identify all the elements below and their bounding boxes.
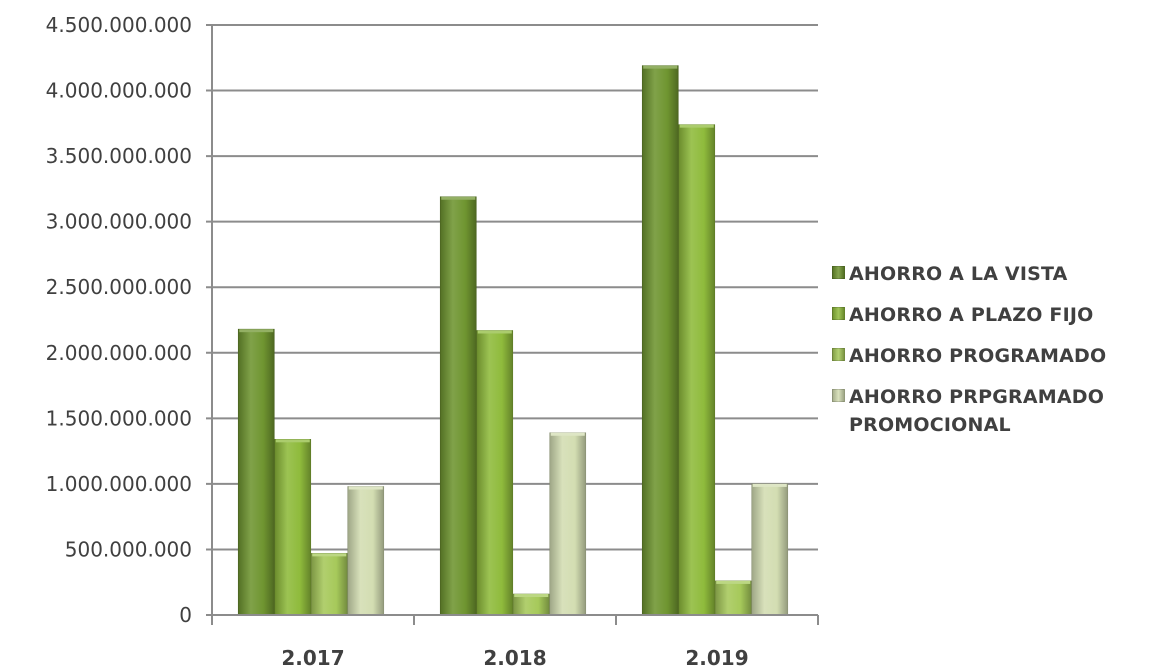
x-tick-label: 2.018 [483, 646, 546, 668]
y-tick-label: 3.500.000.000 [46, 144, 192, 168]
bar-top-highlight [312, 553, 347, 557]
y-tick-label: 2.500.000.000 [46, 275, 192, 299]
bar [310, 553, 348, 616]
legend: AHORRO A LA VISTA AHORRO A PLAZO FIJO AHOR… [832, 260, 1162, 452]
legend-swatch [832, 266, 845, 279]
y-tick-label: 2.000.000.000 [46, 341, 192, 365]
y-tick-label: 4.000.000.000 [46, 79, 192, 103]
bar [678, 124, 716, 616]
axes [211, 25, 819, 625]
bar-top-highlight [275, 439, 310, 443]
y-tick-label: 3.000.000.000 [46, 210, 192, 234]
bar-top-highlight [239, 329, 274, 333]
x-tick-label: 2.019 [685, 646, 748, 668]
bar-top-highlight [514, 594, 549, 598]
y-tick-label: 1.000.000.000 [46, 472, 192, 496]
bar-top-highlight [679, 124, 714, 128]
legend-swatch [832, 389, 845, 402]
legend-swatch [832, 307, 845, 320]
y-tick-label: 4.500.000.000 [46, 13, 192, 37]
bar-top-highlight [643, 65, 678, 69]
bar [512, 593, 550, 616]
bar [347, 486, 385, 616]
bar [641, 65, 679, 616]
legend-item: AHORRO PRPGRAMADO PROMOCIONAL [832, 383, 1162, 439]
legend-item: AHORRO PROGRAMADO [832, 342, 1162, 370]
bar [549, 432, 587, 616]
legend-label: AHORRO A LA VISTA [849, 263, 1068, 285]
legend-label: AHORRO A PLAZO FIJO [849, 304, 1094, 326]
bars [237, 65, 789, 616]
bar-top-highlight [477, 330, 512, 334]
x-axis-ticks: 2.017 2.018 2.019 [281, 646, 748, 668]
y-tick-label: 0 [179, 603, 192, 627]
bar [714, 580, 752, 616]
legend-item: AHORRO A PLAZO FIJO [832, 301, 1162, 329]
y-tick-label: 500.000.000 [65, 537, 192, 561]
y-tick-label: 1.500.000.000 [46, 406, 192, 430]
bar [476, 330, 514, 616]
bar [751, 483, 789, 616]
y-axis-ticks: 0 500.000.000 1.000.000.000 1.500.000.000 2.… [46, 13, 192, 627]
bar-top-highlight [348, 486, 383, 490]
legend-swatch [832, 348, 845, 361]
bar-top-highlight [752, 483, 787, 487]
bar-top-highlight [441, 196, 476, 200]
bar [439, 196, 477, 616]
legend-label: AHORRO PROGRAMADO [849, 345, 1107, 367]
legend-item: AHORRO A LA VISTA [832, 260, 1162, 288]
bar-top-highlight [716, 580, 751, 584]
legend-label: AHORRO PRPGRAMADO PROMOCIONAL [849, 386, 1105, 436]
bar-top-highlight [550, 432, 585, 436]
bar [237, 328, 275, 616]
bar [274, 439, 312, 616]
x-tick-label: 2.017 [281, 646, 344, 668]
